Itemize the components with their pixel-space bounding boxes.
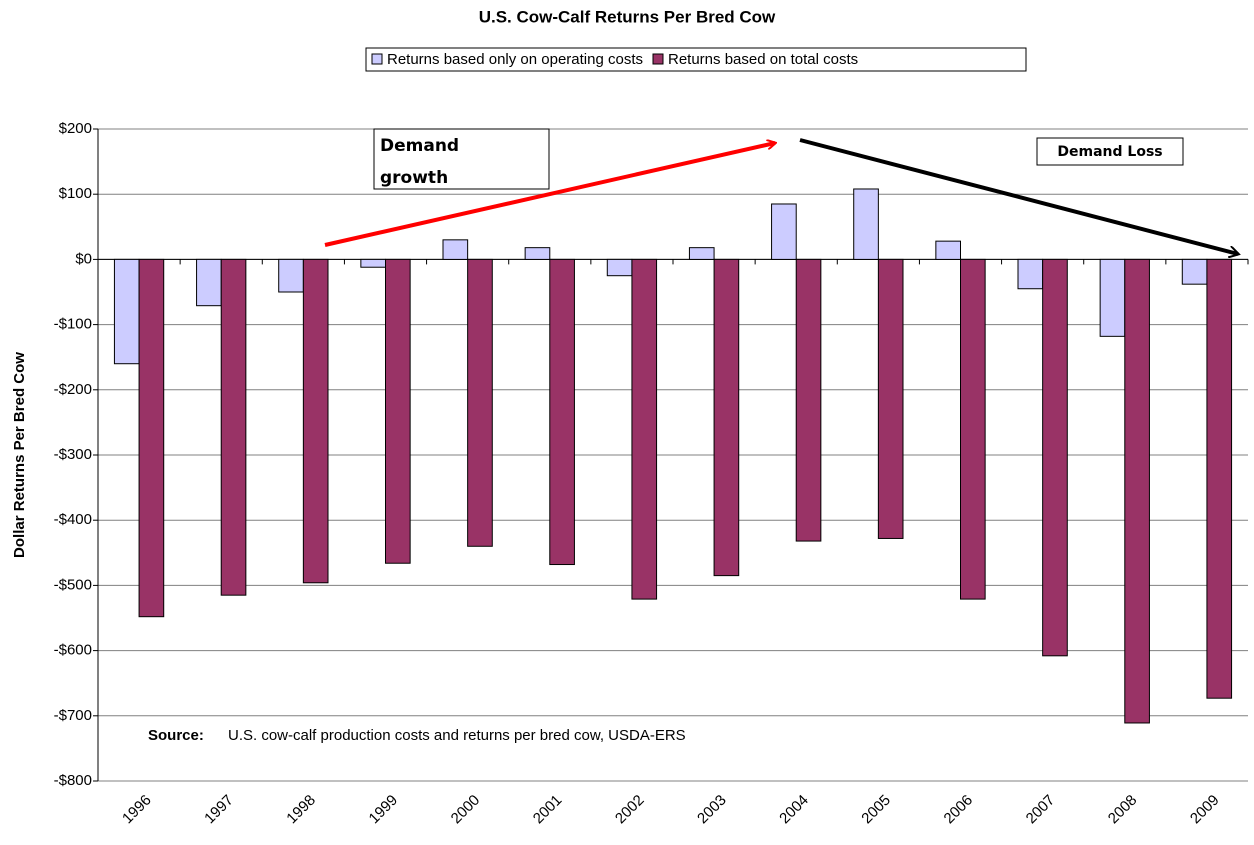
bar [877,258,904,539]
arrow [324,143,775,247]
bar [1206,258,1233,699]
legend-box [365,47,1027,72]
bar [688,247,715,260]
legend-label: Returns based on total costs [668,51,858,68]
x-tick-label: 2001 [530,792,566,828]
annotation-text: Demand Loss [1057,144,1162,160]
y-tick-label: -$100 [54,316,92,333]
y-tick-label: -$500 [54,576,92,593]
bar [467,258,493,547]
source-label: Source: [148,727,204,744]
bar [549,258,575,566]
x-tick-label: 2005 [858,792,894,828]
x-tick-label: 2007 [1023,792,1059,828]
legend-label: Returns based only on operating costs [387,51,643,68]
y-tick-label: $100 [59,185,92,202]
y-tick-label: -$700 [54,707,92,724]
x-tick-label: 1998 [283,792,319,828]
bar [220,258,247,596]
arrow [799,138,1238,254]
x-tick-label: 2008 [1105,792,1141,828]
y-tick-label: -$400 [54,511,92,528]
bar [1124,258,1150,724]
x-tick-label: 1999 [366,792,402,828]
bar [713,258,740,577]
y-tick-label: -$800 [54,772,92,789]
x-tick-label: 2003 [694,792,730,828]
bar [771,203,797,260]
bar [1181,258,1208,285]
x-tick-label: 1996 [119,792,155,828]
legend-swatch [371,53,383,65]
bar [360,258,387,268]
x-tick-label: 2004 [776,792,812,828]
chart-title: U.S. Cow-Calf Returns Per Bred Cow [479,7,776,26]
bar [278,258,304,293]
y-tick-label: -$600 [54,642,92,659]
bar [960,258,986,600]
bar [853,188,879,260]
y-axis-label: Dollar Returns Per Bred Cow [11,352,28,558]
y-tick-label: $0 [75,250,92,267]
x-tick-label: 2009 [1187,792,1223,828]
y-tick-label: -$300 [54,446,92,463]
x-tick-label: 2000 [448,792,484,828]
x-tick-label: 2002 [612,792,648,828]
bar [1042,258,1068,657]
bar [1099,258,1126,337]
annotation-box [373,128,550,190]
bar [631,258,658,600]
bar [138,258,165,618]
bar [302,258,329,584]
annotation-box [1036,137,1184,166]
bar [196,258,222,307]
bar [385,258,411,564]
y-tick-label: $200 [59,120,92,137]
annotation-text: Demand growth [380,136,460,188]
x-tick-label: 2006 [941,792,977,828]
annotation: Demand growth [380,136,460,188]
legend-swatch [652,53,664,65]
bar [795,258,822,542]
bar [1017,258,1044,290]
y-tick-label: -$200 [54,381,92,398]
bar [524,247,551,260]
bar [606,258,633,277]
bar [113,258,140,365]
bar [935,240,961,260]
bar [442,239,469,260]
source-text: U.S. cow-calf production costs and retur… [228,727,686,744]
x-tick-label: 1997 [201,792,237,828]
